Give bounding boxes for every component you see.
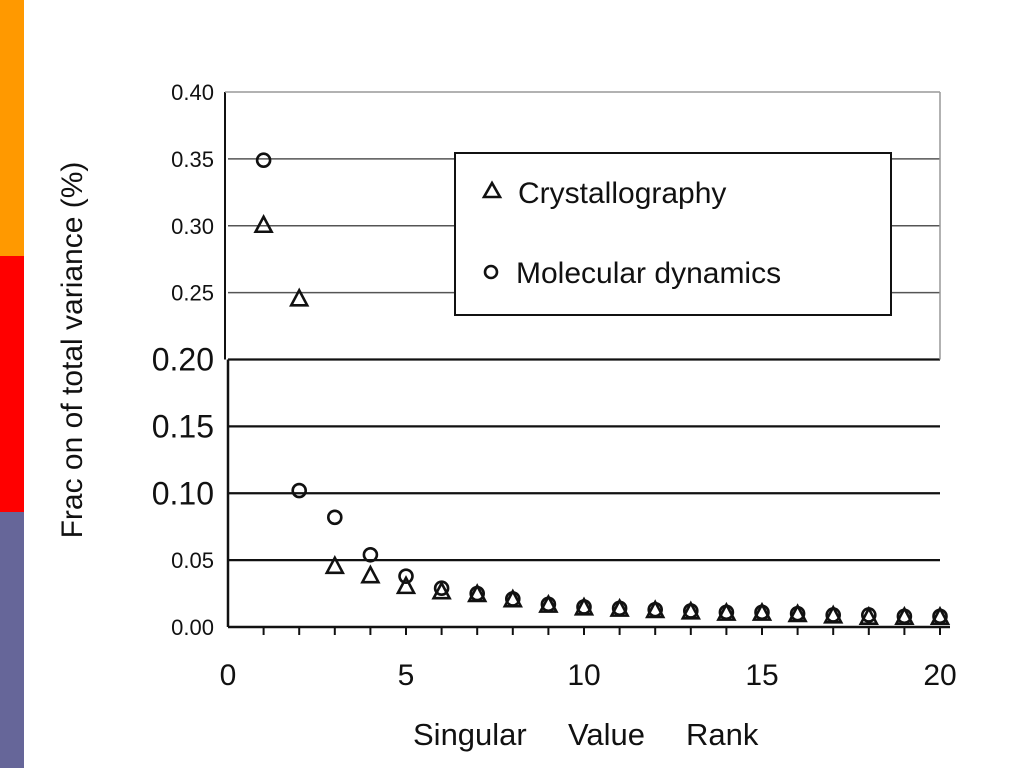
crystallography-point-2 <box>289 287 310 307</box>
molecular-dynamics-point-13 <box>682 603 699 619</box>
axes <box>224 91 950 629</box>
molecular-dynamics-point-12 <box>647 601 664 618</box>
data-marks <box>253 152 951 625</box>
y-tick-label-3: 0.15 <box>152 408 214 444</box>
molecular-dynamics-point-20 <box>932 608 948 625</box>
crystallography-point-4 <box>360 564 381 584</box>
crystallography-point-18 <box>858 605 879 625</box>
legend-label-molecular-dynamics: Molecular dynamics <box>516 257 781 290</box>
x-tick-labels: 0 5 10 15 20 <box>220 627 957 692</box>
accent-bar-red <box>0 256 24 512</box>
legend-circle-icon <box>483 264 499 280</box>
y-tick-label-1: 0.05 <box>171 548 214 573</box>
y-tick-labels: 0.00 0.05 0.10 0.15 0.20 0.25 0.30 0.35 0.40 <box>152 80 214 640</box>
molecular-dynamics-point-11 <box>611 600 628 617</box>
y-tick-label-0: 0.00 <box>171 615 214 640</box>
molecular-dynamics-point-16 <box>789 605 806 622</box>
x-axis-title-word-3: Rank <box>686 717 759 752</box>
x-axis-title-word-2: Value <box>568 717 645 752</box>
molecular-dynamics-point-7 <box>469 585 486 602</box>
y-axis-title: Frac on of total variance (%) <box>56 162 89 539</box>
molecular-dynamics-point-9 <box>540 596 557 613</box>
legend-triangle-icon <box>481 180 503 199</box>
molecular-dynamics-point-14 <box>718 604 735 621</box>
legend: Crystallography Molecular dynamics <box>454 152 892 316</box>
y-tick-label-2: 0.10 <box>152 475 214 511</box>
molecular-dynamics-point-4 <box>362 546 379 563</box>
y-tick-label-4: 0.20 <box>152 342 214 378</box>
molecular-dynamics-point-1 <box>255 152 272 169</box>
molecular-dynamics-point-17 <box>825 607 842 623</box>
molecular-dynamics-point-19 <box>896 608 913 625</box>
molecular-dynamics-point-2 <box>291 482 308 499</box>
molecular-dynamics-point-10 <box>576 599 592 615</box>
x-tick-label-4: 20 <box>923 659 956 692</box>
y-tick-label-5: 0.25 <box>171 281 214 306</box>
x-tick-label-1: 5 <box>398 659 415 692</box>
molecular-dynamics-point-18 <box>860 607 877 623</box>
accent-bar-slate <box>0 512 24 768</box>
x-tick-label-3: 15 <box>745 659 778 692</box>
x-tick-label-0: 0 <box>220 659 237 692</box>
crystallography-point-1 <box>253 213 274 234</box>
molecular-dynamics-point-5 <box>398 568 414 584</box>
y-tick-label-6: 0.30 <box>171 214 214 239</box>
crystallography-point-5 <box>395 575 417 595</box>
accent-bar-orange <box>0 0 24 256</box>
molecular-dynamics-point-3 <box>326 509 343 526</box>
molecular-dynamics-point-15 <box>754 604 770 621</box>
x-tick-label-2: 10 <box>567 659 600 692</box>
x-axis-title: Singular Value Rank <box>413 717 759 752</box>
legend-label-crystallography: Crystallography <box>518 177 726 210</box>
y-tick-label-7: 0.35 <box>171 147 214 172</box>
legend-box <box>454 152 892 316</box>
molecular-dynamics-point-8 <box>504 591 521 607</box>
crystallography-point-3 <box>324 555 345 575</box>
x-axis-title-word-1: Singular <box>413 717 527 752</box>
crystallography-point-6 <box>431 580 452 600</box>
y-tick-label-8: 0.40 <box>171 80 214 105</box>
molecular-dynamics-point-6 <box>433 580 450 597</box>
